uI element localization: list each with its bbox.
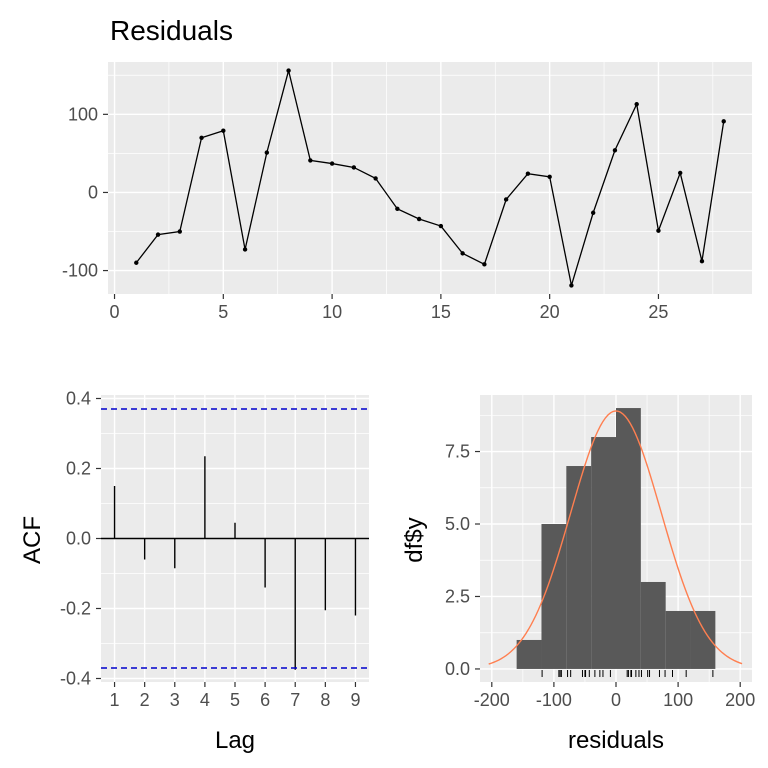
residuals-plot: Residuals 0 5 10 15 20 25 -100 0 100 <box>62 15 752 322</box>
acf-y-tick-label: -0.4 <box>60 669 91 689</box>
histogram-bar <box>516 639 542 669</box>
residuals-series <box>134 68 726 288</box>
acf-y-tick-label: -0.2 <box>60 599 91 619</box>
residuals-point <box>569 283 574 288</box>
acf-x-tick-label: 9 <box>350 690 360 710</box>
histogram-bar <box>591 437 616 669</box>
histogram-axes: -200 -100 0 100 200 0.0 2.5 5.0 7.5 <box>445 442 755 710</box>
acf-y-tick-label: 0.4 <box>66 389 91 409</box>
histogram-ylabel: df$y <box>401 517 428 562</box>
acf-x-tick-label: 3 <box>170 690 180 710</box>
residuals-point <box>416 216 422 222</box>
residuals-point <box>134 260 139 265</box>
histogram-y-tick-label: 5.0 <box>445 514 470 534</box>
residuals-point <box>482 262 487 267</box>
histogram-x-tick-label: -200 <box>474 690 510 710</box>
residuals-point <box>395 206 400 212</box>
residuals-point <box>634 101 639 107</box>
residuals-point <box>177 229 182 234</box>
histogram-bar <box>541 524 567 669</box>
residuals-point <box>721 119 726 124</box>
histogram-x-tick-label: -100 <box>536 690 572 710</box>
histogram-x-tick-label: 100 <box>663 690 693 710</box>
acf-ylabel: ACF <box>19 516 46 564</box>
residuals-y-tick-label: 100 <box>68 104 98 124</box>
residuals-point <box>460 251 465 256</box>
residuals-point <box>373 176 378 181</box>
acf-x-tick-label: 5 <box>230 690 240 710</box>
residuals-point <box>656 228 661 233</box>
residuals-point <box>286 68 291 73</box>
residuals-point <box>351 165 357 170</box>
residuals-y-tick-label: 0 <box>88 182 98 202</box>
histogram-bar <box>690 610 716 669</box>
histogram-bar <box>665 610 691 669</box>
residuals-x-tick-label: 15 <box>431 302 451 322</box>
histogram-density-curve <box>488 410 743 665</box>
acf-series <box>101 408 369 670</box>
acf-xlabel: Lag <box>215 727 255 754</box>
residuals-point <box>590 210 596 215</box>
histogram-x-tick-label: 0 <box>611 690 621 710</box>
residuals-point <box>242 247 248 252</box>
acf-plot: -0.4 -0.2 0.0 0.2 0.4 1 2 3 4 5 6 7 8 9 Lag ACF <box>19 389 369 754</box>
residuals-point <box>329 161 335 166</box>
residuals-x-tick-label: 0 <box>110 302 120 322</box>
residuals-point <box>503 197 509 202</box>
histogram-y-tick-label: 2.5 <box>445 586 470 606</box>
residuals-point <box>699 258 705 264</box>
residuals-point <box>678 170 683 176</box>
acf-x-tick-label: 8 <box>320 690 330 710</box>
acf-x-tick-label: 2 <box>140 690 150 710</box>
acf-x-tick-label: 6 <box>260 690 270 710</box>
acf-x-tick-label: 4 <box>200 690 210 710</box>
histogram-x-tick-label: 200 <box>725 690 755 710</box>
residuals-x-tick-label: 25 <box>648 302 668 322</box>
residuals-point <box>308 158 313 163</box>
residuals-point <box>547 174 552 180</box>
residuals-y-tick-label: -100 <box>62 261 98 281</box>
histogram-y-tick-label: 7.5 <box>445 442 470 462</box>
residuals-x-tick-label: 5 <box>218 302 228 322</box>
acf-y-tick-label: 0.0 <box>66 529 91 549</box>
residuals-panel <box>108 62 752 294</box>
acf-x-tick-label: 7 <box>290 690 300 710</box>
residuals-point <box>199 135 204 140</box>
histogram-xlabel: residuals <box>568 727 664 754</box>
residuals-point <box>525 171 531 176</box>
histogram-bar <box>640 581 666 669</box>
acf-axes: -0.4 -0.2 0.0 0.2 0.4 1 2 3 4 5 6 7 8 9 <box>60 389 360 711</box>
histogram-series <box>488 408 743 677</box>
residuals-point <box>612 148 618 153</box>
residuals-x-tick-label: 20 <box>540 302 560 322</box>
residuals-point <box>438 223 444 229</box>
residuals-line <box>135 70 725 286</box>
residuals-x-tick-label: 10 <box>322 302 342 322</box>
histogram-bar <box>616 408 641 669</box>
residuals-axes: 0 5 10 15 20 25 -100 0 100 <box>62 104 668 322</box>
acf-y-tick-label: 0.2 <box>66 459 91 479</box>
residuals-point <box>155 232 161 237</box>
residuals-point <box>264 150 270 155</box>
histogram-plot: -200 -100 0 100 200 0.0 2.5 5.0 7.5 residuals df… <box>401 395 755 754</box>
acf-x-tick-label: 1 <box>110 690 120 710</box>
residuals-point <box>221 128 226 133</box>
histogram-y-tick-label: 0.0 <box>445 659 470 679</box>
residuals-title: Residuals <box>110 15 233 46</box>
histogram-bar <box>566 466 592 669</box>
